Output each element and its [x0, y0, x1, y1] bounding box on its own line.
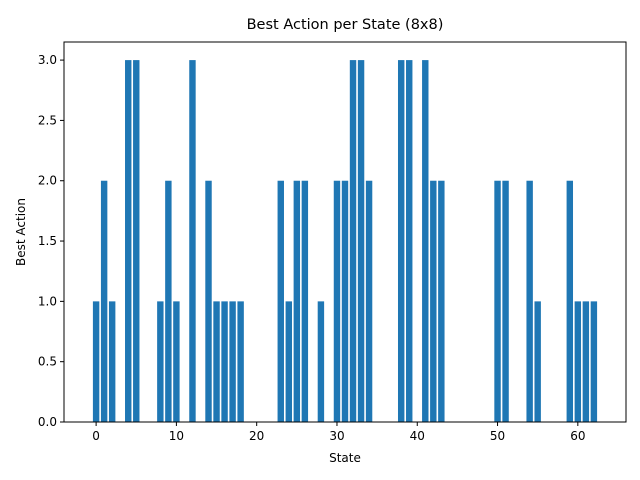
- x-tick-label: 0: [92, 429, 100, 443]
- bar-state-12: [189, 60, 196, 422]
- bar-state-38: [397, 60, 405, 422]
- bar-state-23: [277, 180, 284, 422]
- bar-state-8: [157, 301, 164, 422]
- x-axis-label: State: [329, 451, 361, 465]
- y-tick-label: 3.0: [38, 53, 57, 67]
- bar-state-28: [317, 301, 325, 422]
- bar-state-34: [365, 180, 373, 422]
- x-tick-label: 50: [490, 429, 505, 443]
- x-tick-label: 20: [249, 429, 264, 443]
- bar-state-54: [526, 180, 533, 422]
- y-axis-label: Best Action: [14, 198, 28, 266]
- bar-state-10: [173, 301, 180, 422]
- bar-state-50: [494, 180, 501, 422]
- bar-state-51: [502, 180, 509, 422]
- chart-title: Best Action per State (8x8): [247, 17, 444, 33]
- bar-state-31: [341, 180, 349, 422]
- y-tick-label: 2.5: [38, 113, 57, 127]
- bar-state-26: [301, 180, 309, 422]
- y-tick-label: 0.0: [38, 415, 57, 429]
- bar-state-42: [430, 180, 437, 422]
- bar-state-17: [229, 301, 236, 422]
- bar-state-33: [357, 60, 365, 422]
- bar-state-62: [590, 301, 598, 422]
- x-tick-label: 10: [169, 429, 184, 443]
- y-tick-label: 1.0: [38, 294, 57, 308]
- x-tick-label: 40: [410, 429, 425, 443]
- x-tick-label: 30: [329, 429, 344, 443]
- bar-state-16: [221, 301, 228, 422]
- plot-frame: [63, 41, 627, 423]
- y-tick-label: 1.5: [38, 234, 57, 248]
- bars-group: [92, 60, 598, 422]
- bar-state-5: [133, 60, 140, 422]
- bar-state-61: [582, 301, 590, 422]
- bar-state-43: [438, 180, 445, 422]
- bar-state-59: [566, 180, 574, 422]
- bar-state-41: [422, 60, 429, 422]
- y-tick-label: 0.5: [38, 355, 57, 369]
- bar-state-60: [574, 301, 582, 422]
- bar-state-25: [293, 180, 301, 422]
- bar-state-15: [213, 301, 220, 422]
- bar-state-30: [333, 180, 341, 422]
- x-tick-label: 60: [570, 429, 585, 443]
- y-tick-label: 2.0: [38, 174, 57, 188]
- x-axis-ticks: 0 10 20 30 40 50 60: [92, 422, 585, 443]
- bar-state-55: [534, 301, 541, 422]
- bar-state-4: [125, 60, 132, 422]
- bar-state-2: [108, 301, 116, 422]
- bar-state-32: [349, 60, 357, 422]
- bar-state-0: [92, 301, 100, 422]
- bar-state-9: [165, 180, 172, 422]
- bar-state-39: [406, 60, 413, 422]
- bar-state-18: [237, 301, 244, 422]
- y-axis-ticks: 0.0 0.5 1.0 1.5 2.0 2.5 3.0: [38, 53, 64, 429]
- bar-state-14: [205, 180, 212, 422]
- bar-state-24: [285, 301, 293, 422]
- bar-state-1: [100, 180, 108, 422]
